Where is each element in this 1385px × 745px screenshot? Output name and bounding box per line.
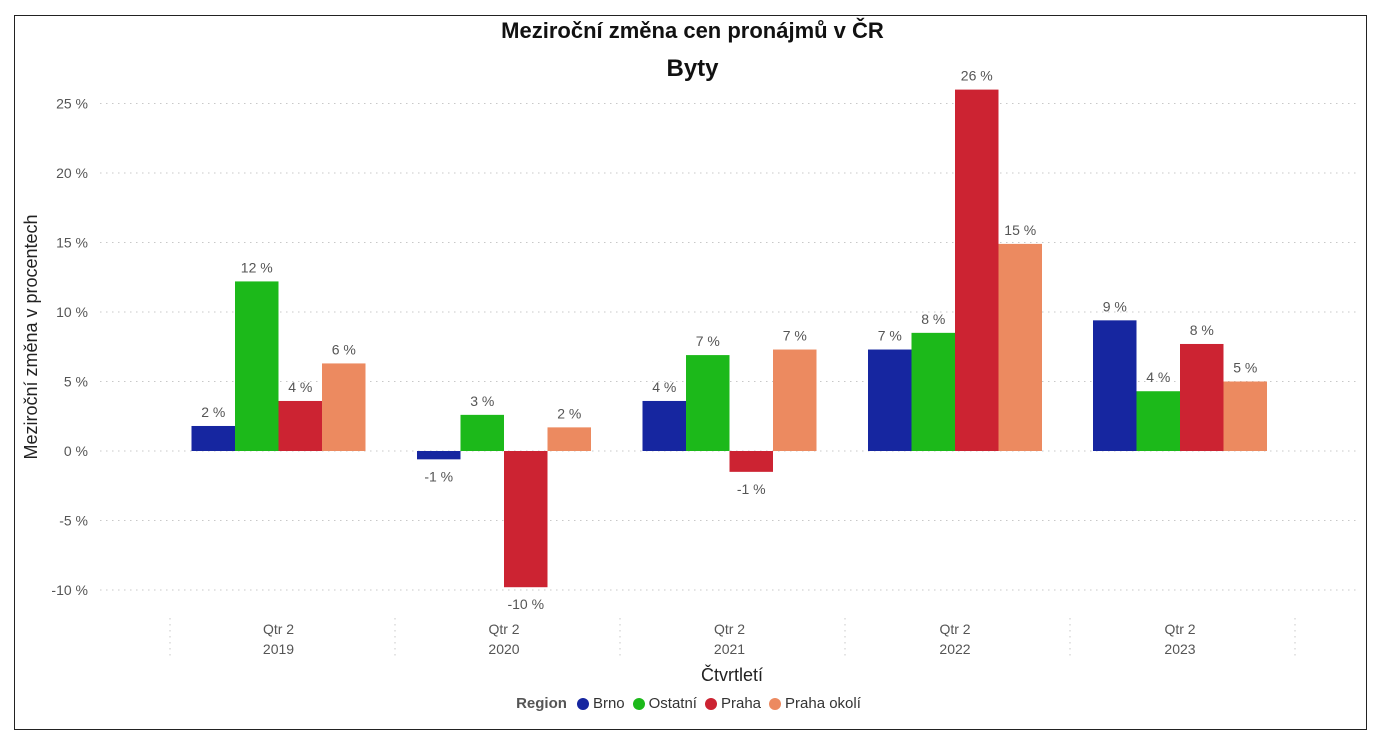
y-axis-title: Meziroční změna v procentech — [21, 214, 41, 459]
data-label-brno: 7 % — [878, 328, 902, 344]
y-tick-label: 25 % — [56, 96, 88, 112]
legend-label-ostatni: Ostatní — [648, 695, 697, 712]
legend: Region Brno Ostatní Praha Praha okolí — [0, 695, 1385, 712]
legend-item-praha-okoli[interactable]: Praha okolí — [769, 695, 861, 712]
bar-praha — [729, 451, 773, 472]
x-tick-year: 2021 — [714, 641, 745, 657]
data-label-brno: -1 % — [424, 468, 453, 484]
legend-dot-praha — [704, 697, 717, 710]
legend-dot-ostatni — [632, 697, 645, 710]
bar-praha-okoli — [547, 427, 591, 451]
y-tick-label: 20 % — [56, 165, 88, 181]
legend-dot-brno — [576, 697, 589, 710]
x-tick-quarter: Qtr 2 — [488, 621, 519, 637]
y-tick-label: -5 % — [59, 513, 88, 529]
data-label-praha: -10 % — [507, 596, 544, 612]
bar-brno — [868, 349, 912, 451]
data-label-praha: -1 % — [737, 481, 766, 497]
bar-praha-okoli — [322, 363, 366, 451]
data-label-praha: 8 % — [1190, 322, 1214, 338]
x-tick-year: 2020 — [488, 641, 519, 657]
data-label-praha-okoli: 5 % — [1233, 360, 1257, 376]
bar-ostatni — [460, 414, 504, 451]
y-tick-label: 0 % — [64, 443, 88, 459]
bar-brno — [642, 400, 686, 451]
bars — [191, 89, 1267, 588]
data-labels: 2 % -1 % 4 % 7 % 9 % 12 % 3 % 7 % 8 % 4 % 4 % -10 %… — [201, 68, 1257, 613]
bar-praha-okoli — [1223, 381, 1267, 451]
bar-ostatni — [911, 332, 955, 451]
data-label-praha-okoli: 7 % — [783, 328, 807, 344]
data-label-praha: 4 % — [288, 379, 312, 395]
legend-item-brno[interactable]: Brno — [576, 695, 625, 712]
y-tick-label: 10 % — [56, 304, 88, 320]
legend-title: Region — [516, 695, 567, 712]
bar-praha — [955, 89, 999, 451]
bar-praha-okoli — [773, 349, 817, 451]
bar-ostatni — [235, 281, 279, 451]
legend-dot-praha-okoli — [769, 697, 782, 710]
data-label-brno: 9 % — [1103, 298, 1127, 314]
chart-title: Meziroční změna cen pronájmů v ČR — [501, 18, 884, 43]
legend-label-praha-okoli: Praha okolí — [785, 695, 861, 712]
data-label-brno: 4 % — [652, 379, 676, 395]
y-tick-label: -10 % — [51, 582, 88, 598]
bar-praha — [278, 400, 322, 451]
bar-brno — [417, 451, 461, 460]
data-label-ostatni: 8 % — [921, 311, 945, 327]
data-label-praha-okoli: 15 % — [1004, 222, 1036, 238]
x-tick-year: 2022 — [939, 641, 970, 657]
legend-label-praha: Praha — [720, 695, 762, 712]
data-label-ostatni: 4 % — [1146, 369, 1170, 385]
data-label-brno: 2 % — [201, 404, 225, 420]
y-tick-label: 15 % — [56, 235, 88, 251]
data-label-praha-okoli: 2 % — [557, 405, 581, 421]
bar-ostatni — [686, 355, 730, 451]
x-tick-quarter: Qtr 2 — [939, 621, 970, 637]
bar-praha-okoli — [998, 243, 1042, 451]
x-axis-ticks: Qtr 2 2019 Qtr 2 2020 Qtr 2 2021 Qtr 2 2022 Qtr … — [263, 621, 1196, 657]
x-tick-year: 2023 — [1164, 641, 1195, 657]
chart-subtitle: Byty — [666, 55, 719, 82]
data-label-ostatni: 7 % — [696, 333, 720, 349]
y-axis-ticks: -10 % -5 % 0 % 5 % 10 % 15 % 20 % 25 % — [51, 96, 88, 599]
bar-brno — [191, 425, 235, 451]
bar-praha — [504, 451, 548, 588]
data-label-praha: 26 % — [961, 68, 993, 84]
x-tick-quarter: Qtr 2 — [1164, 621, 1195, 637]
legend-item-praha[interactable]: Praha — [704, 695, 762, 712]
bar-praha — [1180, 343, 1224, 451]
legend-label-brno: Brno — [592, 695, 625, 712]
x-tick-quarter: Qtr 2 — [263, 621, 294, 637]
y-tick-label: 5 % — [64, 374, 88, 390]
x-tick-quarter: Qtr 2 — [714, 621, 745, 637]
x-axis-title: Čtvrtletí — [701, 664, 763, 685]
bar-ostatni — [1136, 391, 1180, 451]
legend-item-ostatni[interactable]: Ostatní — [632, 695, 697, 712]
x-tick-year: 2019 — [263, 641, 294, 657]
data-label-praha-okoli: 6 % — [332, 341, 356, 357]
data-label-ostatni: 12 % — [241, 259, 273, 275]
data-label-ostatni: 3 % — [470, 393, 494, 409]
bar-brno — [1093, 320, 1137, 451]
